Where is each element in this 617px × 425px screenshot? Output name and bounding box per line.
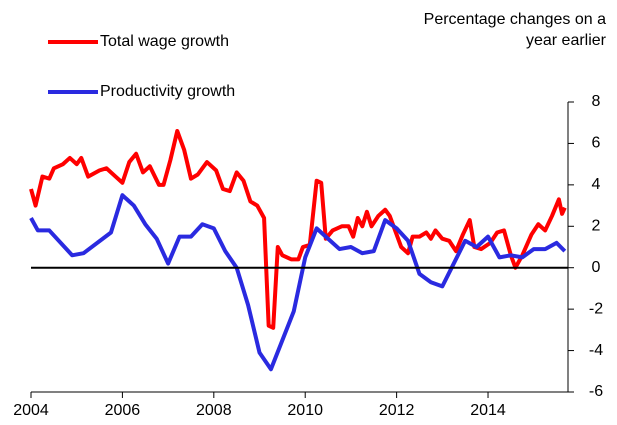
x-tick-label: 2014 [470,402,506,419]
y-tick-label: -2 [589,300,603,317]
legend-label: Productivity growth [100,83,235,100]
annotation: year earlier [526,32,607,49]
series-line [29,193,567,372]
x-tick-label: 2004 [13,402,49,419]
x-tick-label: 2008 [196,402,232,419]
x-tick-label: 2012 [379,402,415,419]
y-tick-label: -6 [589,383,603,400]
x-tick-label: 2006 [105,402,141,419]
y-tick-label: 6 [592,135,601,152]
y-tick-label: 0 [592,259,601,276]
y-tick-label: 8 [592,93,601,110]
y-tick-label: -4 [589,342,603,359]
annotation: Percentage changes on a [424,11,606,28]
y-tick-label: 2 [592,218,601,235]
x-tick-label: 2010 [287,402,323,419]
y-tick-label: 4 [592,176,601,193]
legend-label: Total wage growth [100,33,229,50]
